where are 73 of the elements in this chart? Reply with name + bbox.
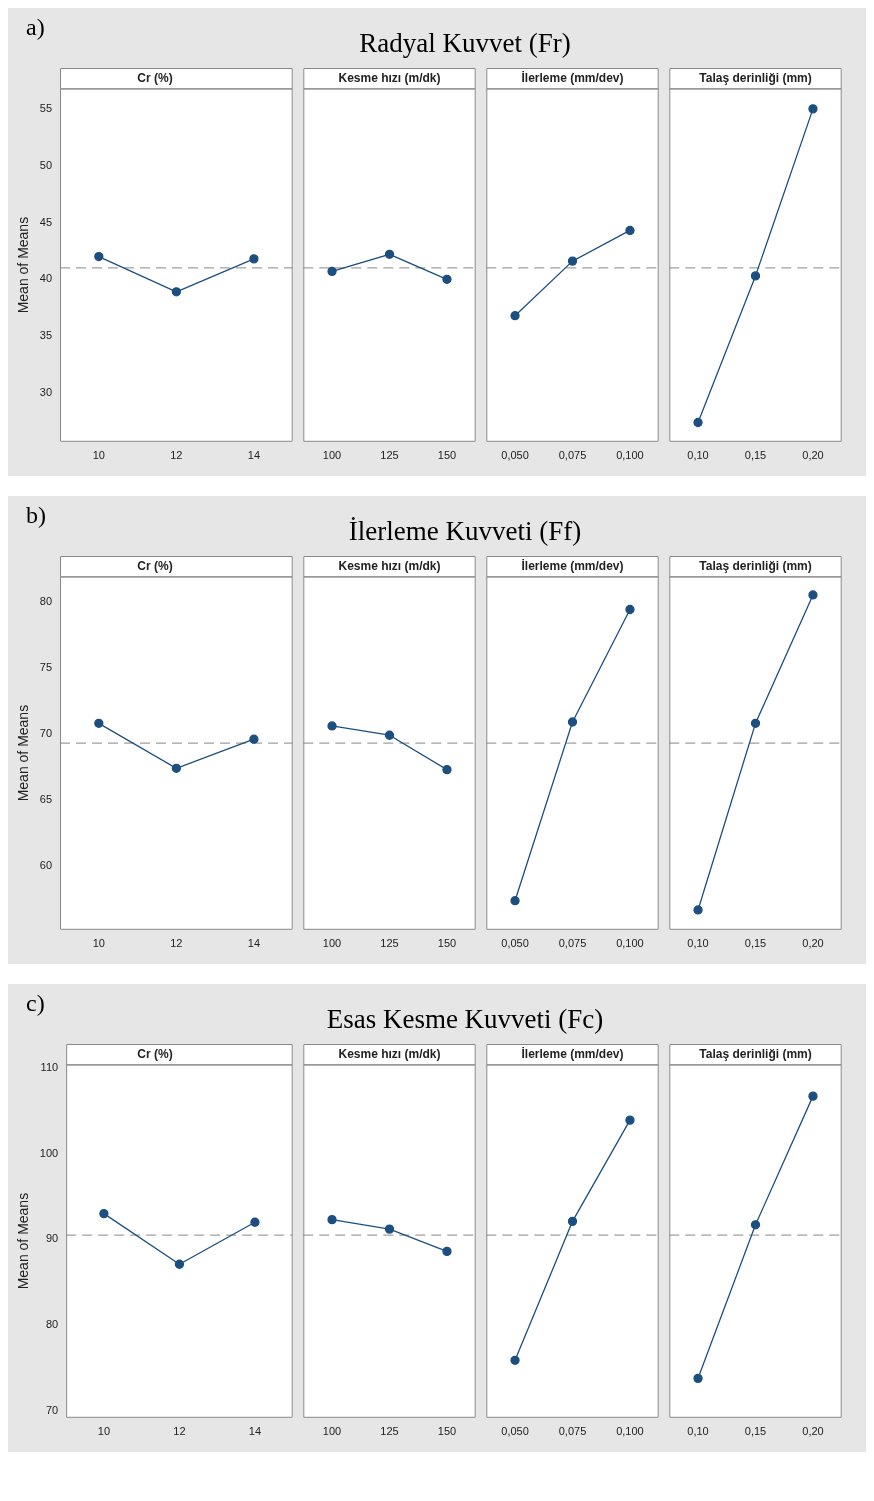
x-tick-label: 12 (170, 449, 183, 462)
chart-title: İlerleme (mm/dev) (521, 1045, 624, 1061)
y-axis-title: Mean of Means (15, 704, 32, 802)
x-tick-label: 0,20 (802, 449, 824, 462)
y-tick-label: 70 (39, 726, 53, 739)
x-tick-label: 100 (322, 937, 342, 950)
x-tick-label: 0,075 (558, 449, 587, 462)
x-tick-label: 100 (322, 1425, 342, 1438)
x-tick-label: 14 (247, 449, 261, 462)
chart-title: Kesme hızı (m/dk) (338, 1046, 441, 1061)
x-tick-label: 0,075 (558, 1425, 587, 1438)
x-tick-label: 150 (437, 449, 457, 462)
x-tick-label: 12 (170, 937, 183, 950)
x-tick-label: 0,10 (687, 1425, 709, 1438)
y-axis-title: Mean of Means (15, 216, 32, 314)
x-tick-label: 0,20 (802, 937, 824, 950)
x-tick-label: 0,15 (744, 937, 767, 950)
y-tick-label: 65 (39, 793, 53, 806)
y-tick-label: 40 (39, 272, 53, 285)
x-tick-label: 0,10 (687, 449, 709, 462)
chart-title: Cr (%) (137, 70, 173, 85)
chart-title: Cr (%) (137, 558, 173, 573)
x-tick-label: 10 (92, 937, 105, 950)
x-tick-label: 14 (247, 937, 261, 950)
chart-title: Talaş derinliği (mm) (699, 558, 812, 573)
x-tick-label: 0,100 (616, 449, 644, 462)
x-tick-label: 150 (437, 1425, 457, 1438)
x-tick-label: 0,075 (558, 937, 587, 950)
text: a) (26, 14, 45, 41)
y-tick-label: 110 (40, 1060, 59, 1073)
x-tick-label: 10 (92, 449, 105, 462)
y-tick-label: 70 (45, 1403, 59, 1416)
text: b) (26, 502, 46, 529)
x-tick-label: 0,050 (501, 937, 529, 950)
chart-title: Cr (%) (137, 1046, 173, 1061)
x-tick-label: 0,15 (744, 449, 767, 462)
chart-title: Talaş derinliği (mm) (699, 70, 812, 85)
x-tick-label: 12 (173, 1425, 186, 1438)
y-tick-label: 55 (39, 101, 53, 114)
x-tick-label: 14 (248, 1425, 262, 1438)
x-tick-label: 0,100 (616, 1425, 644, 1438)
x-tick-label: 0,10 (687, 937, 709, 950)
x-tick-label: 10 (97, 1425, 111, 1438)
chart-title: Talaş derinliği (mm) (699, 1046, 812, 1061)
y-tick-label: 80 (39, 594, 53, 607)
text: c) (26, 990, 45, 1017)
y-tick-label: 100 (39, 1146, 59, 1159)
x-tick-label: 100 (322, 449, 342, 462)
chart-title: İlerleme (mm/dev) (521, 69, 624, 85)
y-tick-label: 60 (39, 859, 53, 872)
text: Radyal Kuvvet (Fr) (359, 28, 571, 58)
x-tick-label: 125 (380, 449, 399, 462)
y-tick-label: 30 (39, 385, 53, 398)
x-tick-label: 125 (380, 937, 399, 950)
y-tick-label: 80 (45, 1318, 59, 1331)
chart-title: Kesme hızı (m/dk) (338, 558, 441, 573)
y-tick-label: 75 (39, 660, 53, 673)
x-tick-label: 150 (437, 937, 457, 950)
text: İlerleme Kuvveti (Ff) (348, 516, 582, 546)
text: Esas Kesme Kuvveti (Fc) (326, 1004, 604, 1034)
x-tick-label: 125 (380, 1425, 399, 1438)
x-tick-label: 0,100 (616, 937, 644, 950)
y-tick-label: 35 (39, 329, 53, 342)
y-tick-label: 50 (39, 158, 53, 171)
y-tick-label: 90 (45, 1232, 59, 1245)
y-tick-label: 45 (39, 215, 53, 228)
x-tick-label: 0,20 (802, 1425, 824, 1438)
y-axis-title: Mean of Means (15, 1192, 32, 1290)
x-tick-label: 0,050 (501, 1425, 529, 1438)
x-tick-label: 0,050 (501, 449, 529, 462)
chart-title: İlerleme (mm/dev) (521, 557, 624, 573)
chart-title: Kesme hızı (m/dk) (338, 70, 441, 85)
x-tick-label: 0,15 (744, 1425, 767, 1438)
